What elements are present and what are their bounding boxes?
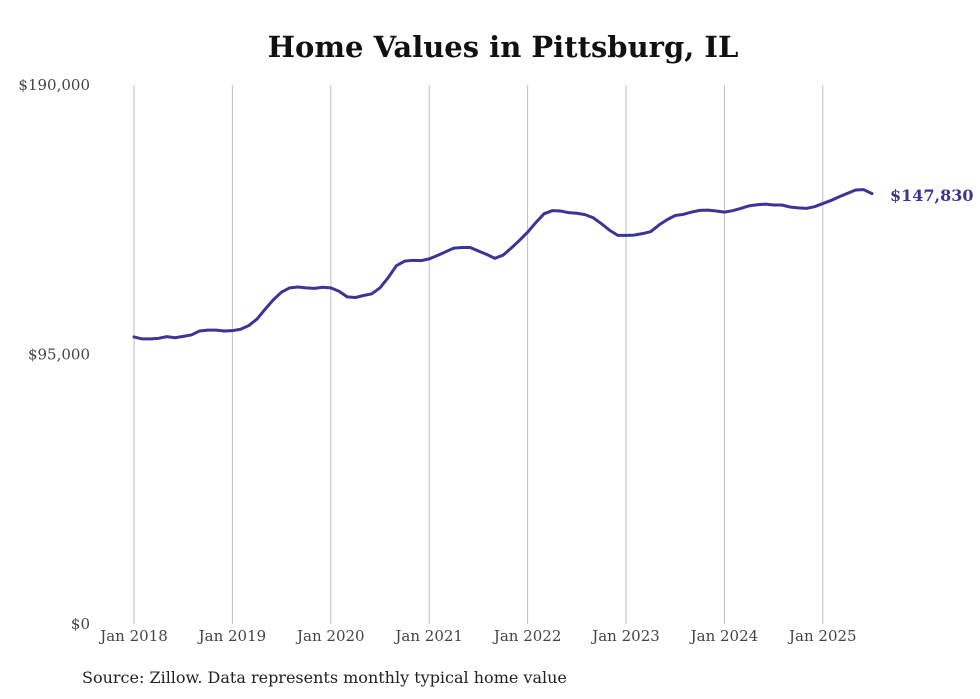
y-tick-label: $0 [71, 615, 90, 633]
end-value-label: $147,830 [890, 186, 974, 205]
y-axis-ticks: $0 $95,000 $190,000 [18, 76, 90, 633]
x-axis-ticks: Jan 2018 Jan 2019 Jan 2020 Jan 2021 Jan 2022… [98, 627, 856, 645]
end-value-layer: $147,830 [890, 186, 974, 205]
x-tick-label: Jan 2024 [689, 627, 759, 645]
x-tick-label: Jan 2023 [590, 627, 660, 645]
x-tick-label: Jan 2025 [787, 627, 857, 645]
gridlines [133, 85, 824, 624]
series-line [132, 188, 874, 341]
y-tick-label: $95,000 [28, 346, 90, 364]
x-tick-label: Jan 2018 [98, 627, 168, 645]
y-tick-label: $190,000 [18, 76, 90, 94]
x-tick-label: Jan 2022 [492, 627, 562, 645]
series-layer [132, 188, 874, 341]
source-note: Source: Zillow. Data represents monthly … [82, 668, 567, 687]
x-tick-label: Jan 2020 [295, 627, 365, 645]
x-tick-label: Jan 2021 [393, 627, 463, 645]
chart-title: Home Values in Pittsburg, IL [267, 30, 739, 64]
x-tick-label: Jan 2019 [197, 627, 267, 645]
